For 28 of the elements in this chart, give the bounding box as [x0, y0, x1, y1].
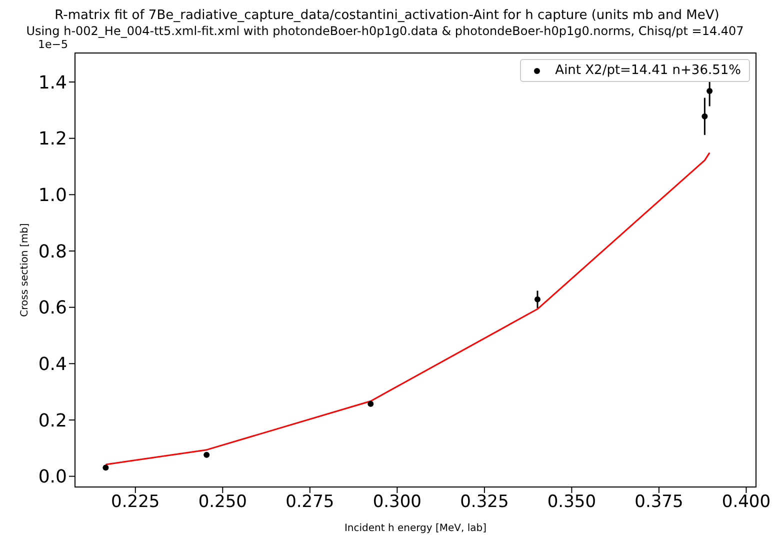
y-tick-label: 0.2 [38, 410, 67, 432]
chart-subtitle: Using h-002_He_004-tt5.xml-fit.xml with photondeBoer-h0p1g0.data & photondeBoer-h0p1g0.norms, Chisq/pt =14.407 [25, 24, 745, 38]
y-tick-label: 0.8 [38, 241, 67, 262]
x-tick-label: 0.250 [198, 492, 247, 512]
point [706, 88, 713, 94]
x-tick-label: 0.300 [372, 492, 422, 512]
point [702, 113, 708, 120]
point [204, 452, 210, 458]
x-tick-label: 0.225 [111, 492, 160, 512]
y-tick-label: 1.0 [38, 185, 67, 206]
chart-title: R-matrix fit of 7Be_radiative_capture_data/costantini_activation-Aint for h capture (units mb and MeV) [54, 8, 720, 23]
y-tick-label: 0.4 [38, 354, 67, 376]
y-axis-title: Cross section [mb] [20, 223, 31, 317]
x-tick-label: 0.275 [286, 492, 334, 512]
legend-label: Aint X2/pt=14.41 n+36.51% [555, 63, 741, 78]
point [102, 464, 109, 471]
x-tick-label: 0.350 [547, 492, 596, 512]
y-tick-label: 1.2 [38, 128, 67, 150]
y-tick-label: 0.6 [38, 298, 67, 319]
x-tick-label: 0.400 [722, 492, 771, 512]
x-tick-label: 0.325 [460, 492, 509, 512]
point [534, 296, 540, 302]
point [368, 400, 374, 407]
y-tick-label: 1.4 [38, 72, 67, 94]
y-tick-label: 0.0 [38, 466, 67, 488]
text: 1e−5 [38, 38, 68, 51]
x-tick-label: 0.375 [634, 492, 684, 512]
x-axis-title: Incident h energy [MeV, lab] [344, 523, 487, 534]
